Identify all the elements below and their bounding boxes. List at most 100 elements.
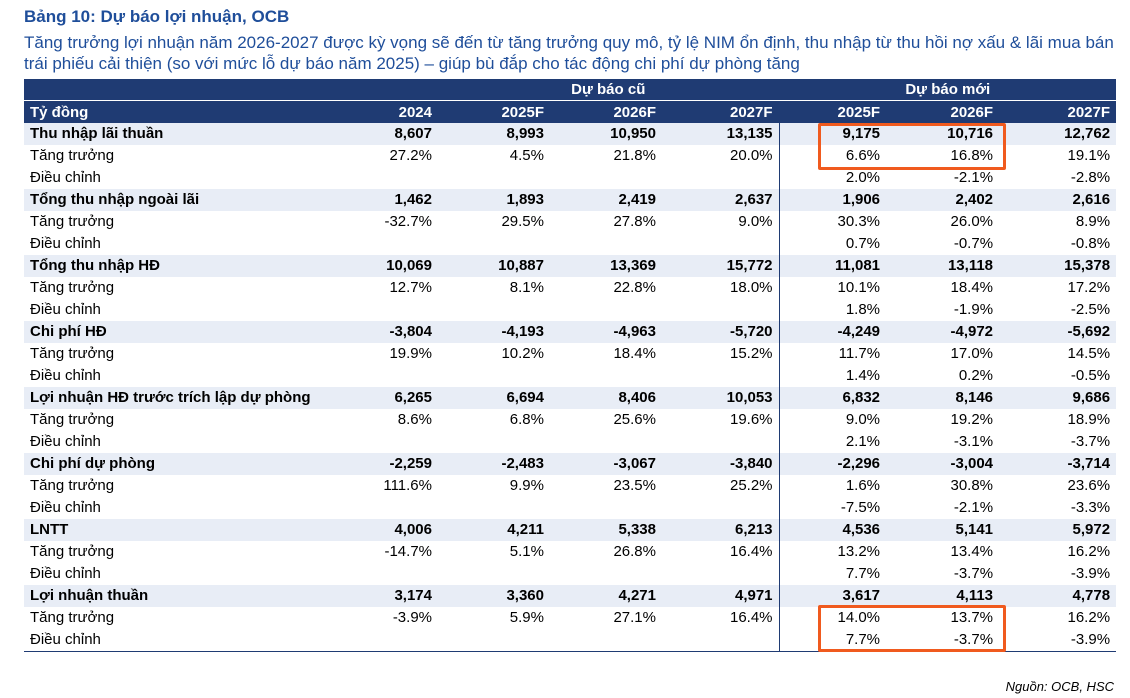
table-cell: 1,893 — [438, 189, 550, 211]
table-row-growth: Tăng trưởng 8.6% 6.8% 25.6% 19.6% 9.0% 19.2% 18… — [24, 409, 1116, 431]
table-cell: 25.2% — [729, 477, 773, 494]
table-cell: 4,211 — [438, 519, 550, 541]
header-col: 2027F — [999, 100, 1117, 123]
table-cell: 10.2% — [501, 345, 544, 362]
table-row-metric: LNTT 4,006 4,211 5,338 6,213 4,536 5,141 5,972 — [24, 519, 1117, 541]
source-note: Nguồn: OCB, HSC — [1005, 679, 1114, 694]
table-row-metric: Lợi nhuận thuần 3,174 3,360 4,271 4,971 3,617… — [24, 585, 1117, 607]
table-cell: 8,993 — [438, 123, 550, 145]
table-cell: 6,213 — [662, 519, 780, 541]
table-cell: 9,686 — [999, 387, 1117, 409]
header-blank — [329, 79, 438, 101]
highlight-box-net-interest — [818, 123, 1006, 170]
row-label: LNTT — [24, 519, 329, 541]
table-cell: 10,950 — [550, 123, 662, 145]
table-subtitle: Tăng trưởng lợi nhuận năm 2026-2027 được… — [24, 33, 1114, 73]
table-cell: 9.0% — [778, 409, 887, 431]
table-row-adjustment: Điều chỉnh 2.1% -3.1% -3.7% — [24, 431, 1116, 453]
table-cell: 13,369 — [550, 255, 662, 277]
table-row-adjustment: Điều chỉnh 7.7% -3.7% -3.9% — [24, 563, 1116, 585]
table-row-adjustment: Điều chỉnh 2.0% -2.1% -2.8% — [24, 167, 1116, 189]
row-label: Điều chỉnh — [30, 235, 101, 252]
header-group-old: Dự báo cũ — [438, 79, 780, 101]
row-label: Điều chỉnh — [30, 565, 101, 582]
table-cell: -5,692 — [999, 321, 1117, 343]
table-cell: 3,174 — [329, 585, 438, 607]
table-cell: -2,483 — [438, 453, 550, 475]
table-cell: 18.4% — [613, 345, 656, 362]
table-row-adjustment: Điều chỉnh 7.7% -3.7% -3.9% — [24, 629, 1117, 652]
table-cell: 12,762 — [999, 123, 1117, 145]
table-row-growth: Tăng trưởng 12.7% 8.1% 22.8% 18.0% 10.1% 18.4%… — [24, 277, 1116, 299]
table-cell: 16.4% — [729, 609, 773, 626]
table-cell: 13,135 — [662, 123, 780, 145]
row-label: Điều chỉnh — [30, 169, 101, 186]
table-row-growth: Tăng trưởng 111.6% 9.9% 23.5% 25.2% 1.6% 30.8%… — [24, 475, 1116, 497]
row-label: Tăng trưởng — [30, 477, 115, 494]
row-label: Tổng thu nhập HĐ — [24, 255, 329, 277]
table-cell: -3,714 — [999, 453, 1117, 475]
table-cell: -3.7% — [953, 565, 994, 582]
table-row-growth: Tăng trưởng -3.9% 5.9% 27.1% 16.4% 14.0% 13.7%… — [24, 607, 1116, 629]
table-cell: 6,265 — [329, 387, 438, 409]
table-cell: 18.0% — [729, 279, 773, 296]
table-row-metric: Thu nhập lãi thuần 8,607 8,993 10,950 13,135… — [24, 123, 1117, 145]
table-cell: 6.8% — [509, 411, 544, 428]
header-col: 2026F — [550, 100, 662, 123]
table-cell: 25.6% — [613, 411, 656, 428]
table-cell: 23.6% — [1067, 477, 1111, 494]
table-cell: 19.6% — [729, 411, 773, 428]
table-cell: 4,536 — [778, 519, 887, 541]
row-label: Tăng trưởng — [30, 279, 115, 296]
table-cell: 11.7% — [778, 343, 887, 365]
table-cell: 13.7% — [950, 609, 994, 626]
table-cell: 7.7% — [778, 629, 887, 652]
table-cell: -4,972 — [886, 321, 1000, 343]
table-cell: 8,607 — [329, 123, 438, 145]
header-group-row: Dự báo cũ Dự báo mới — [24, 79, 1117, 101]
table-cell: 2.1% — [778, 431, 887, 453]
table-cell: 27.8% — [613, 213, 656, 230]
table-cell — [438, 233, 550, 255]
table-cell: 10,069 — [329, 255, 438, 277]
table-body: Thu nhập lãi thuần 8,607 8,993 10,950 13,135… — [24, 123, 1117, 652]
table-cell: 4,778 — [999, 585, 1117, 607]
table-cell: 6.6% — [778, 145, 887, 167]
table-row-metric: Tổng thu nhập HĐ 10,069 10,887 13,369 15,772… — [24, 255, 1117, 277]
table-cell: 19.1% — [1067, 147, 1111, 164]
row-label: Chi phí HĐ — [24, 321, 329, 343]
table-cell — [438, 563, 550, 585]
table-cell: 23.5% — [613, 477, 656, 494]
table-cell: 18.4% — [950, 279, 994, 296]
header-group-new: Dự báo mới — [778, 79, 1117, 101]
table-cell: 15.2% — [729, 345, 773, 362]
table-cell: -0.5% — [1070, 367, 1111, 384]
header-col: 2025F — [778, 100, 887, 123]
table-cell: 13.4% — [950, 543, 994, 560]
table-cell: 30.8% — [950, 477, 994, 494]
table-cell: 8,146 — [886, 387, 1000, 409]
table-row-adjustment: Điều chỉnh -7.5% -2.1% -3.3% — [24, 497, 1116, 519]
table-cell: 10,716 — [886, 123, 1000, 145]
table-row-metric: Lợi nhuận HĐ trước trích lập dự phòng 6,2… — [24, 387, 1117, 409]
table-cell: -0.8% — [1070, 235, 1111, 252]
table-cell: 4,113 — [886, 585, 1000, 607]
table-cell — [662, 629, 780, 652]
table-cell — [550, 299, 662, 321]
table-cell: 7.7% — [778, 563, 887, 585]
table-cell — [329, 563, 438, 585]
table-cell — [550, 365, 662, 387]
table-cell: -4,963 — [550, 321, 662, 343]
table-cell: -3.1% — [953, 433, 994, 450]
table-cell: 2,637 — [662, 189, 780, 211]
table-cell: 16.2% — [1067, 543, 1111, 560]
row-label: Tăng trưởng — [30, 345, 115, 362]
table-row-growth: Tăng trưởng 19.9% 10.2% 18.4% 15.2% 11.7% 17.0… — [24, 343, 1116, 365]
row-label: Tăng trưởng — [30, 609, 115, 626]
table-cell — [329, 299, 438, 321]
table-cell: 27.1% — [613, 609, 656, 626]
table-cell: -3,004 — [886, 453, 1000, 475]
row-label: Tăng trưởng — [30, 213, 115, 230]
table-cell: 13.2% — [778, 541, 887, 563]
table-title: Bảng 10: Dự báo lợi nhuận, OCB — [24, 7, 290, 26]
